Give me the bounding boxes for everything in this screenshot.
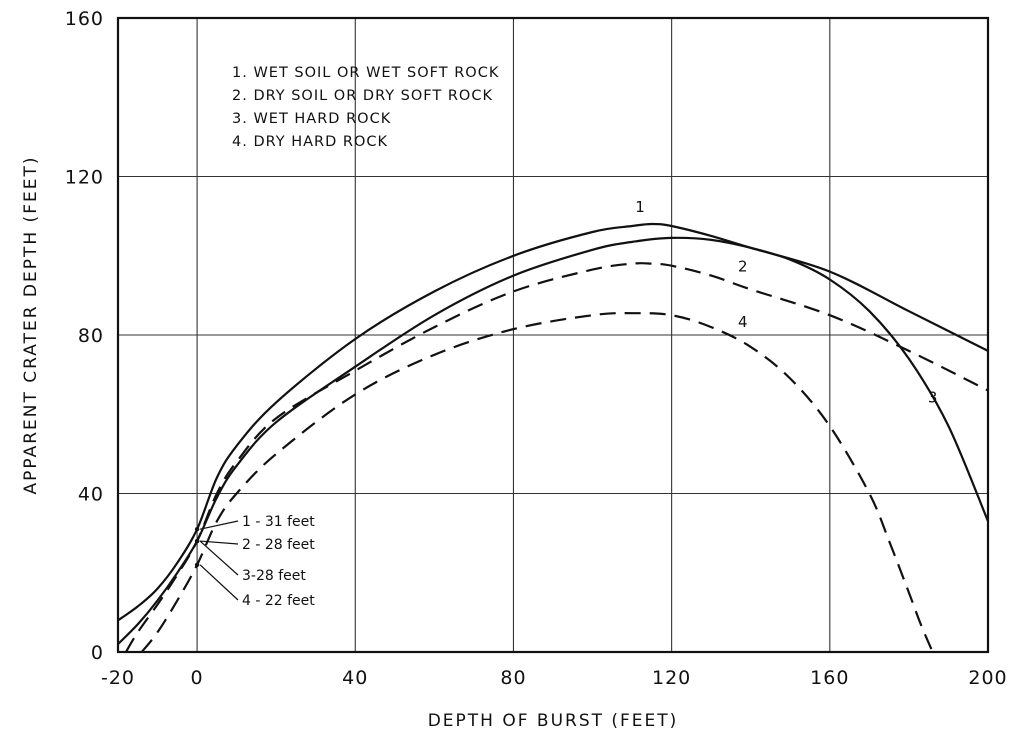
x-tick-label: -20 (101, 667, 135, 689)
legend-entry: 2. DRY SOIL OR DRY SOFT ROCK (232, 88, 493, 104)
annotation-leader (200, 540, 239, 545)
x-tick-label: 120 (652, 667, 691, 689)
grid-lines (118, 18, 988, 652)
annotation-label: 4 - 22 feet (242, 593, 315, 609)
annotation-marker (194, 538, 200, 544)
annotation-label: 1 - 31 feet (242, 514, 315, 530)
x-tick-label: 0 (191, 667, 204, 689)
y-axis-title: APPARENT CRATER DEPTH (FEET) (21, 156, 41, 495)
annotations: 1 - 31 feet 2 - 28 feet 3-28 feet 4 - 22 fe… (194, 514, 315, 609)
annotation-label: 3-28 feet (242, 568, 306, 584)
x-tick-label: 40 (342, 667, 368, 689)
curve-label: 2 (738, 258, 748, 276)
y-tick-label: 120 (65, 167, 104, 189)
series-group (117, 222, 990, 653)
annotation-marker (194, 562, 200, 568)
series-line-3 (117, 236, 990, 645)
curve-label: 3 (928, 388, 938, 406)
annotation-leader (199, 520, 239, 530)
legend-entry: 3. WET HARD ROCK (232, 111, 391, 127)
y-tick-label: 0 (91, 642, 104, 664)
y-tick-label: 160 (65, 8, 104, 30)
x-tick-label: 80 (500, 667, 526, 689)
plot-frame (116, 16, 990, 654)
y-tick-label: 80 (78, 325, 104, 347)
annotation-leader (199, 564, 239, 601)
x-tick-labels: -20 0 40 80 120 160 200 (101, 667, 1007, 689)
annotation-leader (199, 540, 239, 576)
annotation-marker (194, 526, 200, 532)
legend: 1. WET SOIL OR WET SOFT ROCK 2. DRY SOIL … (232, 65, 499, 150)
legend-entry: 4. DRY HARD ROCK (232, 134, 388, 150)
y-tick-label: 40 (78, 484, 104, 506)
series-line-4 (140, 312, 934, 653)
curve-label: 1 (635, 198, 645, 216)
annotation-label: 2 - 28 feet (242, 537, 315, 553)
x-tick-label: 160 (810, 667, 849, 689)
y-tick-labels: 0 40 80 120 160 (65, 8, 104, 664)
legend-entry: 1. WET SOIL OR WET SOFT ROCK (232, 65, 499, 81)
curve-labels: 1 2 3 4 (635, 198, 937, 406)
series-line-1 (117, 222, 989, 622)
x-tick-label: 200 (968, 667, 1007, 689)
curve-label: 4 (738, 313, 748, 331)
x-axis-title: DEPTH OF BURST (FEET) (428, 711, 679, 731)
